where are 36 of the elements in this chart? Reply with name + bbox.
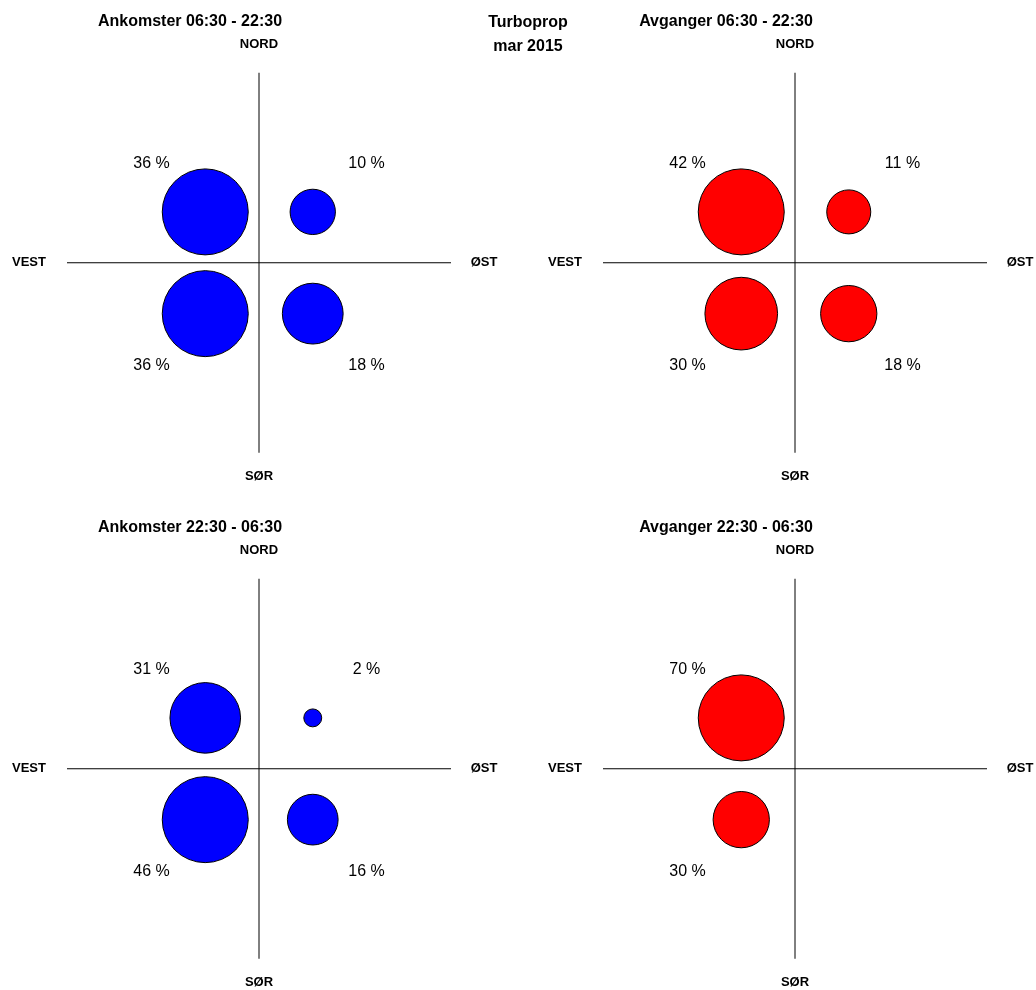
text: ØST xyxy=(1006,760,1034,776)
text: NORD xyxy=(775,542,815,558)
data-label: 70 % xyxy=(669,659,706,677)
data-label: 36 % xyxy=(133,356,170,374)
text: SØR xyxy=(780,468,810,484)
data-label: 18 % xyxy=(884,356,921,374)
text: Avganger 06:30 - 22:30 xyxy=(639,12,813,30)
data-label: 36 % xyxy=(133,153,170,171)
data-label: 31 % xyxy=(133,659,170,677)
text: mar 2015 xyxy=(492,36,564,56)
text: NORD xyxy=(239,542,279,558)
data-label: 30 % xyxy=(669,862,706,880)
data-label: 46 % xyxy=(133,862,170,880)
text: ØST xyxy=(470,254,498,270)
text: ØST xyxy=(1006,254,1034,270)
text: NORD xyxy=(775,36,815,52)
text: Ankomster 22:30 - 06:30 xyxy=(97,518,283,536)
text: NORD xyxy=(239,36,279,52)
text: VEST xyxy=(12,254,47,270)
text: SØR xyxy=(244,974,274,990)
data-label: 2 % xyxy=(352,659,381,677)
text: Avganger 22:30 - 06:30 xyxy=(639,518,813,536)
data-label: 16 % xyxy=(348,862,385,880)
data-label: 42 % xyxy=(669,153,706,171)
text: VEST xyxy=(548,254,583,270)
text: VEST xyxy=(548,760,583,776)
text: SØR xyxy=(244,468,274,484)
text: Turboprop xyxy=(487,12,569,32)
data-label: 18 % xyxy=(348,356,385,374)
data-label: 11 % xyxy=(884,153,921,171)
text: ØST xyxy=(470,760,498,776)
text: Ankomster 06:30 - 22:30 xyxy=(97,12,283,30)
text: VEST xyxy=(12,760,47,776)
data-label: 30 % xyxy=(669,356,706,374)
data-label: 10 % xyxy=(348,153,385,171)
text: SØR xyxy=(780,974,810,990)
